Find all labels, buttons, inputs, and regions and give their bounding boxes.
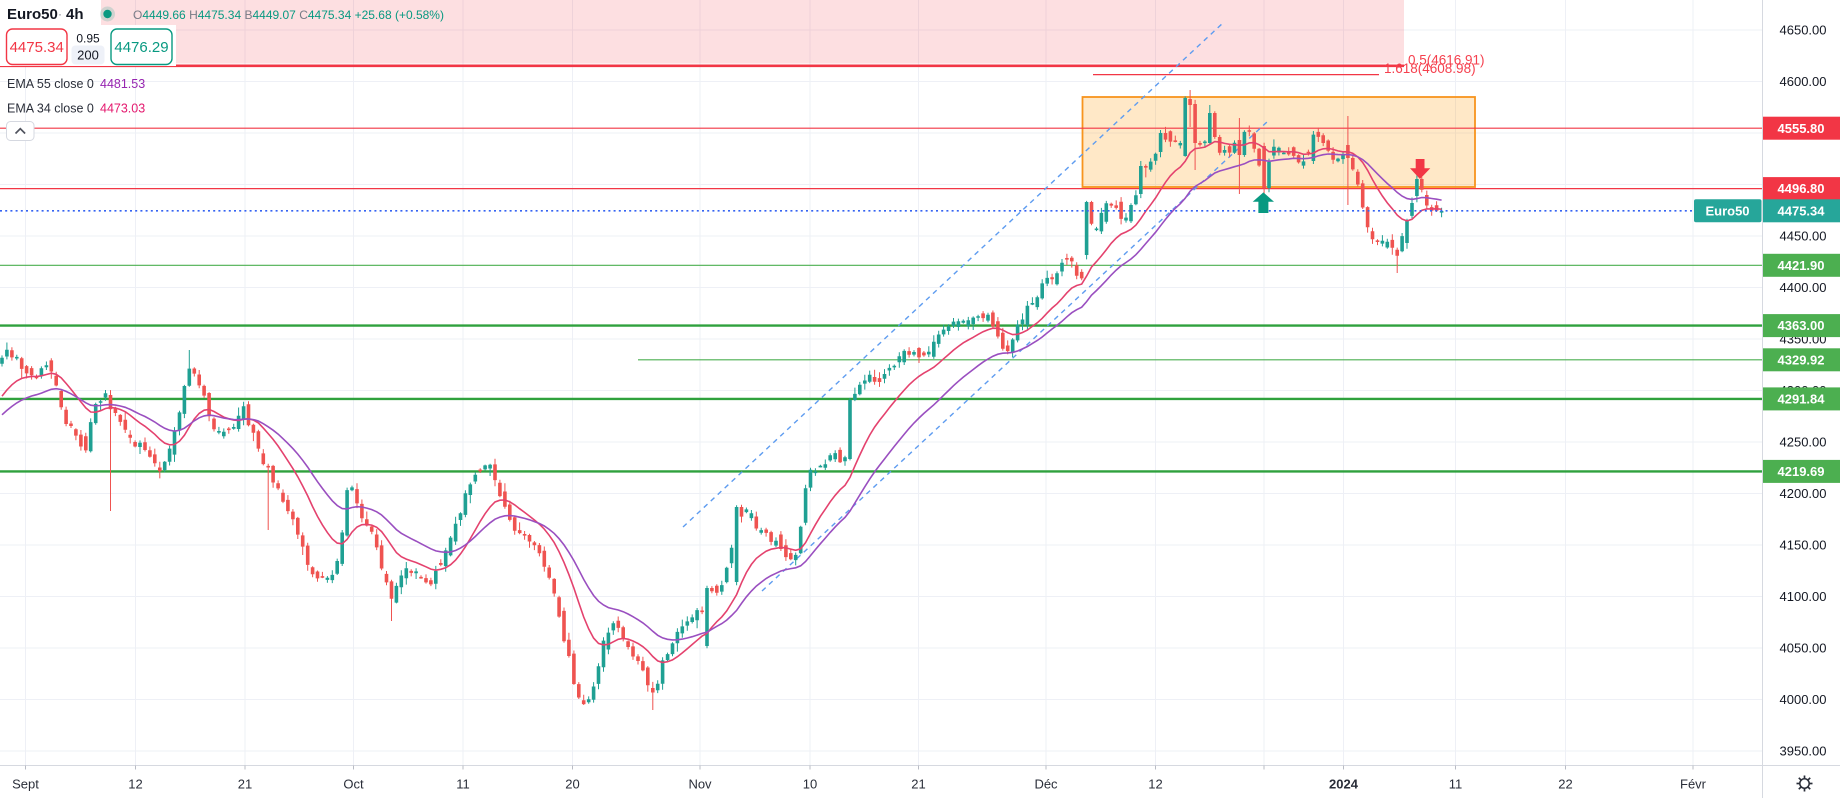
- svg-text:4496.80: 4496.80: [1778, 181, 1825, 196]
- svg-text:4291.84: 4291.84: [1778, 392, 1826, 407]
- svg-text:4600.00: 4600.00: [1780, 74, 1827, 89]
- svg-text:21: 21: [911, 777, 925, 792]
- svg-text:200: 200: [77, 48, 99, 63]
- svg-text:4363.00: 4363.00: [1778, 318, 1825, 333]
- svg-text:O4449.66 H4475.34 B4449.07 C44: O4449.66 H4475.34 B4449.07 C4475.34 +25.…: [133, 8, 444, 22]
- svg-text:4400.00: 4400.00: [1780, 280, 1827, 295]
- svg-text:20: 20: [565, 777, 579, 792]
- svg-text:1.618(4608.98): 1.618(4608.98): [1384, 61, 1476, 76]
- svg-text:12: 12: [1148, 777, 1162, 792]
- svg-text:4h: 4h: [66, 6, 84, 23]
- svg-text:Euro50: Euro50: [1705, 203, 1749, 218]
- svg-text:10: 10: [803, 777, 817, 792]
- svg-text:21: 21: [238, 777, 252, 792]
- svg-text:4150.00: 4150.00: [1780, 537, 1827, 552]
- svg-text:Nov: Nov: [688, 777, 712, 792]
- svg-text:Sept: Sept: [12, 777, 39, 792]
- svg-text:22: 22: [1558, 777, 1572, 792]
- svg-text:3950.00: 3950.00: [1780, 743, 1827, 758]
- svg-text:4000.00: 4000.00: [1780, 692, 1827, 707]
- svg-text:Euro50: Euro50: [7, 6, 58, 23]
- svg-text:0.95: 0.95: [76, 32, 100, 46]
- svg-text:4450.00: 4450.00: [1780, 228, 1827, 243]
- svg-text:11: 11: [456, 777, 470, 792]
- svg-text:4421.90: 4421.90: [1778, 258, 1825, 273]
- svg-text:4200.00: 4200.00: [1780, 486, 1827, 501]
- svg-text:4476.29: 4476.29: [114, 39, 168, 56]
- svg-text:4329.92: 4329.92: [1778, 352, 1825, 367]
- svg-text:Oct: Oct: [343, 777, 364, 792]
- svg-text:4475.34: 4475.34: [10, 39, 64, 56]
- svg-text:4555.80: 4555.80: [1778, 121, 1825, 136]
- svg-text:4473.03: 4473.03: [100, 102, 145, 116]
- svg-text:4481.53: 4481.53: [100, 77, 145, 91]
- svg-text:EMA 55 close 0: EMA 55 close 0: [7, 77, 94, 91]
- svg-text:4219.69: 4219.69: [1778, 464, 1825, 479]
- svg-text:Févr: Févr: [1680, 777, 1707, 792]
- svg-text:·: ·: [58, 7, 62, 21]
- svg-text:EMA 34 close 0: EMA 34 close 0: [7, 102, 94, 116]
- svg-text:4475.34: 4475.34: [1778, 203, 1826, 218]
- svg-text:0.5(4616.91): 0.5(4616.91): [1408, 53, 1485, 68]
- svg-text:Déc: Déc: [1034, 777, 1058, 792]
- svg-text:4100.00: 4100.00: [1780, 589, 1827, 604]
- svg-text:2024: 2024: [1329, 777, 1359, 792]
- svg-text:11: 11: [1449, 777, 1463, 792]
- svg-text:4250.00: 4250.00: [1780, 434, 1827, 449]
- svg-text:12: 12: [128, 777, 142, 792]
- svg-text:4050.00: 4050.00: [1780, 640, 1827, 655]
- svg-text:4650.00: 4650.00: [1780, 22, 1827, 37]
